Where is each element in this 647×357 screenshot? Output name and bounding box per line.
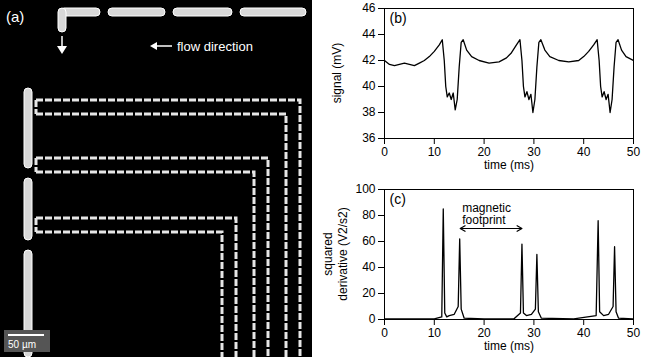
svg-text:36: 36: [362, 131, 376, 145]
svg-text:40: 40: [362, 79, 376, 93]
svg-text:(b): (b): [390, 10, 407, 26]
svg-text:80: 80: [362, 208, 376, 222]
svg-text:50: 50: [627, 326, 641, 340]
svg-text:20: 20: [477, 145, 491, 159]
svg-text:(a): (a): [6, 8, 24, 25]
svg-text:44: 44: [362, 27, 376, 41]
svg-text:60: 60: [362, 234, 376, 248]
svg-text:time (ms): time (ms): [484, 158, 534, 172]
svg-text:flow direction: flow direction: [177, 39, 253, 54]
svg-text:10: 10: [428, 326, 442, 340]
svg-text:30: 30: [527, 326, 541, 340]
svg-text:38: 38: [362, 105, 376, 119]
svg-text:40: 40: [577, 145, 591, 159]
svg-text:42: 42: [362, 53, 376, 67]
svg-text:0: 0: [381, 326, 388, 340]
svg-text:50 µm: 50 µm: [8, 339, 36, 350]
svg-text:0: 0: [381, 145, 388, 159]
svg-text:0: 0: [369, 312, 376, 326]
svg-text:signal (mV): signal (mV): [330, 43, 344, 104]
svg-text:50: 50: [627, 145, 641, 159]
svg-text:magneticfootprint: magneticfootprint: [462, 201, 511, 227]
svg-text:(c): (c): [390, 191, 406, 207]
svg-text:40: 40: [362, 260, 376, 274]
svg-text:100: 100: [355, 182, 375, 196]
svg-text:30: 30: [527, 145, 541, 159]
svg-text:20: 20: [362, 286, 376, 300]
svg-text:46: 46: [362, 1, 376, 15]
svg-text:derivative (V2/s2): derivative (V2/s2): [336, 207, 350, 300]
svg-text:squared: squared: [321, 232, 335, 275]
svg-text:time (ms): time (ms): [484, 339, 534, 353]
svg-text:20: 20: [477, 326, 491, 340]
svg-text:40: 40: [577, 326, 591, 340]
svg-text:10: 10: [428, 145, 442, 159]
